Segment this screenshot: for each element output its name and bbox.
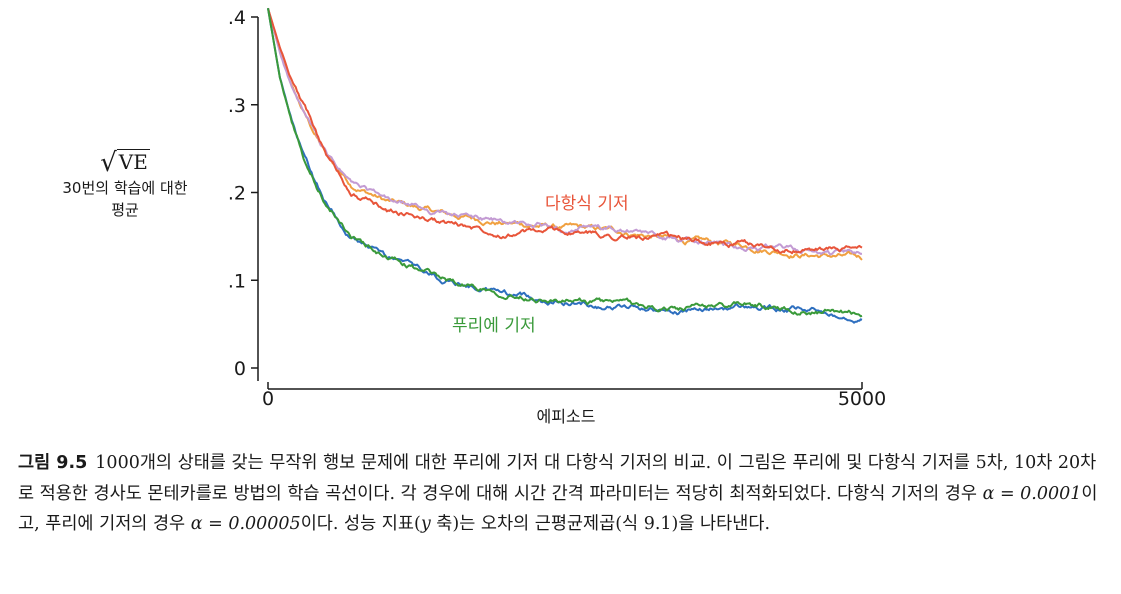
x-ticks: 0 5000 <box>262 382 886 410</box>
y-tick-label: .1 <box>228 270 246 292</box>
y-ticks: .4 .3 .2 .1 0 <box>228 7 258 380</box>
figure-number: 그림 9.5 <box>18 453 88 473</box>
series-line-10-fourier <box>267 8 863 318</box>
y-axis-formula: √ VE <box>100 148 150 178</box>
learning-curve-chart: .4 .3 .2 .1 0 0 5000 다항식 기저 푸리에 기저 에피소드 <box>228 7 886 426</box>
y-axis-subtitle-line1: 30번의 학습에 대한 <box>62 179 188 197</box>
series-line-5-polynomial <box>267 7 863 261</box>
series-line-5-fourier <box>267 8 863 324</box>
caption-alpha-fourier: α = 0.00005 <box>190 514 301 534</box>
figure-caption: 그림 9.5 1000개의 상태를 갖는 무작위 행보 문제에 대한 푸리에 기저… <box>18 448 1108 540</box>
series-lines <box>267 7 863 324</box>
series-label-fourier: 푸리에 기저 <box>452 316 536 336</box>
caption-text-2: 이고, 푸리에 기저의 경우 <box>18 483 1098 535</box>
y-axis-subtitle-line2: 평균 <box>111 201 139 219</box>
caption-text-3: 이다. 성능 지표( <box>300 514 421 534</box>
x-tick-label: 0 <box>262 388 274 410</box>
y-tick-label: .3 <box>228 95 246 117</box>
caption-text-4: 축)는 오차의 근평균제곱(식 9.1)을 나타낸다. <box>430 514 771 534</box>
y-tick-label: .2 <box>228 183 246 205</box>
caption-alpha-poly: α = 0.0001 <box>982 483 1082 504</box>
y-tick-label: .4 <box>228 7 246 29</box>
x-tick-label: 5000 <box>838 388 886 410</box>
series-label-polynomial: 다항식 기저 <box>545 194 629 214</box>
caption-text-1: 1000개의 상태를 갖는 무작위 행보 문제에 대한 푸리에 기저 대 다항식… <box>18 453 1097 504</box>
series-line-10-polynomial <box>267 7 863 256</box>
x-axis-title: 에피소드 <box>537 407 596 426</box>
chart-axes <box>257 17 862 390</box>
y-tick-label: 0 <box>234 358 246 380</box>
y-axis-title: √ VE 30번의 학습에 대한 평균 <box>20 148 230 221</box>
caption-y-symbol: y <box>420 514 431 534</box>
series-line-20-polynomial <box>267 7 863 255</box>
